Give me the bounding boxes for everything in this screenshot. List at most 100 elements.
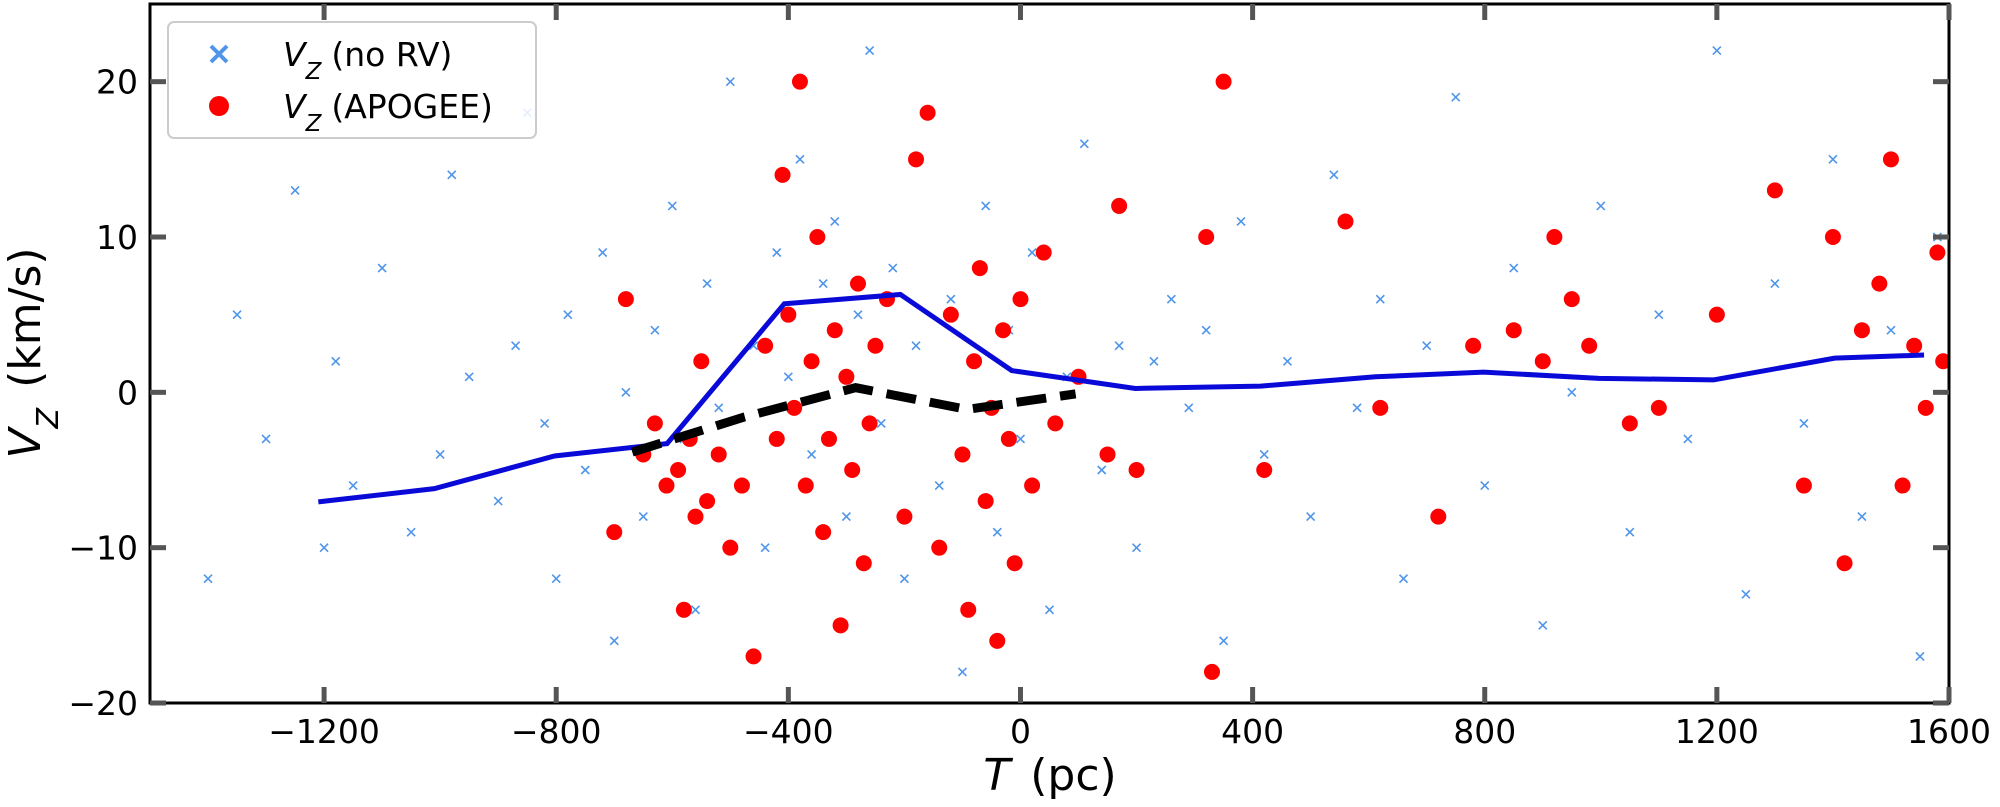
point — [960, 601, 977, 618]
point — [1799, 418, 1809, 428]
point — [795, 154, 805, 164]
point — [1621, 415, 1638, 432]
point — [992, 527, 1002, 537]
point — [865, 46, 875, 56]
point — [377, 263, 387, 273]
point — [725, 77, 735, 87]
legend-box — [167, 21, 537, 139]
point — [1044, 605, 1055, 615]
point — [1534, 353, 1551, 370]
point — [1012, 291, 1029, 308]
point — [1079, 139, 1089, 149]
point — [540, 418, 550, 428]
point — [646, 415, 663, 432]
point — [1596, 201, 1606, 211]
point — [1430, 508, 1447, 525]
point — [957, 667, 968, 677]
point — [1047, 415, 1064, 432]
point — [919, 104, 936, 121]
x-tick-label: 400 — [1221, 712, 1284, 751]
point — [1337, 213, 1354, 230]
point — [1114, 341, 1124, 351]
point — [774, 166, 791, 183]
point — [203, 574, 213, 584]
legend-subscript: Z — [305, 111, 323, 137]
point — [1282, 356, 1292, 366]
point — [1306, 512, 1316, 522]
point — [1236, 216, 1246, 227]
point — [563, 310, 573, 320]
point — [1581, 337, 1598, 354]
point — [807, 449, 817, 460]
point — [888, 263, 898, 273]
point — [650, 325, 660, 335]
point — [861, 415, 878, 432]
dashed-line — [630, 383, 1077, 457]
point — [348, 480, 358, 491]
point — [733, 477, 750, 494]
point — [1015, 434, 1026, 444]
point — [1027, 247, 1037, 258]
x-label-unit: (pc) — [1030, 750, 1116, 801]
point — [1538, 620, 1548, 630]
point — [1024, 477, 1041, 494]
point — [1824, 229, 1841, 245]
y-label-subscript: Z — [31, 406, 66, 429]
point — [1184, 403, 1194, 413]
point — [1465, 337, 1482, 354]
legend-marker — [209, 44, 229, 64]
point — [1035, 244, 1052, 261]
point — [232, 310, 242, 320]
point — [1894, 477, 1911, 494]
legend-name: (APOGEE) — [331, 87, 492, 126]
point — [1935, 353, 1949, 370]
point — [966, 353, 983, 370]
point — [867, 337, 884, 354]
point — [954, 446, 971, 463]
x-tick-label: 800 — [1453, 712, 1516, 751]
point — [617, 291, 634, 308]
x-tick-label: −800 — [511, 712, 602, 751]
point — [826, 322, 843, 339]
x-tick-label: 0 — [1010, 712, 1031, 751]
point — [908, 151, 925, 168]
point — [406, 527, 416, 537]
point — [855, 555, 872, 572]
point — [714, 403, 724, 413]
point — [621, 387, 631, 397]
point — [667, 201, 677, 211]
point — [1828, 154, 1838, 164]
point — [1149, 356, 1159, 366]
point — [1219, 636, 1229, 646]
point — [942, 306, 959, 323]
point — [757, 337, 774, 354]
point — [1329, 170, 1339, 180]
point — [791, 73, 808, 90]
point — [772, 247, 782, 258]
point — [690, 605, 701, 615]
point — [1929, 244, 1946, 261]
point — [658, 477, 675, 494]
point — [290, 185, 300, 195]
point — [511, 341, 521, 351]
point — [1099, 446, 1116, 463]
point — [1625, 527, 1635, 537]
point — [1683, 434, 1693, 444]
point — [768, 430, 785, 447]
point — [1111, 197, 1128, 214]
point — [1509, 263, 1519, 273]
y-tick-label: −20 — [68, 684, 138, 723]
point — [1917, 399, 1934, 416]
legend-label: VZ (no RV) — [283, 35, 452, 85]
point — [1857, 512, 1867, 522]
point — [331, 356, 341, 366]
point — [1853, 322, 1870, 339]
point — [838, 368, 855, 385]
point — [1650, 399, 1667, 416]
point — [693, 353, 710, 370]
point — [435, 449, 445, 460]
point — [1770, 279, 1780, 289]
point — [1198, 229, 1215, 245]
point — [820, 430, 837, 447]
point — [818, 279, 828, 289]
